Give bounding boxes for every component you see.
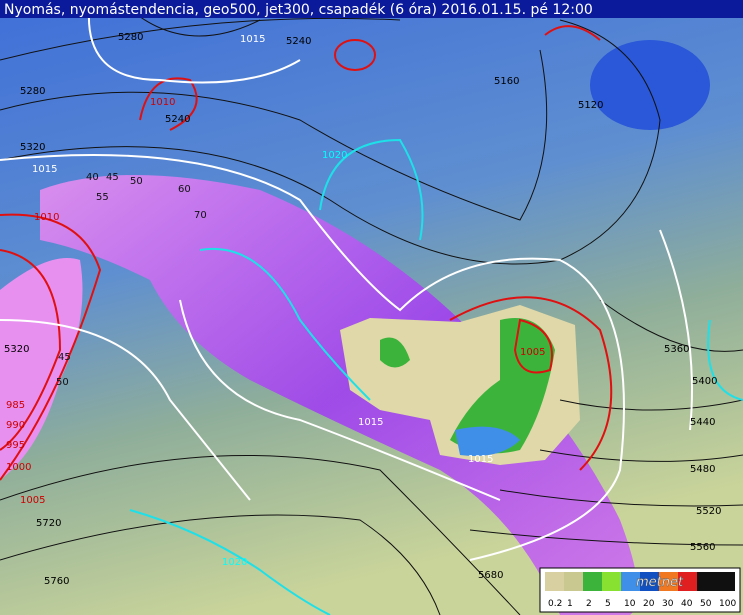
label: 5680 <box>478 570 503 581</box>
jet-stream <box>40 175 638 615</box>
label: 1015 <box>32 164 57 175</box>
label: 5120 <box>578 100 603 111</box>
legend-label: 30 <box>662 599 674 609</box>
label: 5160 <box>494 76 519 87</box>
label: 5320 <box>20 142 45 153</box>
label: 1015 <box>358 417 383 428</box>
legend-label: 40 <box>681 599 693 609</box>
label: 5280 <box>118 32 143 43</box>
label: 55 <box>96 192 109 203</box>
label: 1010 <box>150 97 175 108</box>
isobars <box>0 25 613 481</box>
precip-heavy <box>450 318 555 454</box>
title: Nyomás, nyomástendencia, geo500, jet300,… <box>4 2 593 18</box>
label: 50 <box>130 176 143 187</box>
label: 1020 <box>322 150 347 161</box>
label: 990 <box>6 420 25 431</box>
legend-label: 0.2 <box>548 599 562 609</box>
jet-left <box>0 258 83 480</box>
label: 1005 <box>520 347 545 358</box>
label: 1015 <box>240 34 265 45</box>
title-bar <box>0 0 743 18</box>
label: 1010 <box>34 212 59 223</box>
label: 5560 <box>690 542 715 553</box>
label: 5360 <box>664 344 689 355</box>
label: 5280 <box>20 86 45 97</box>
legend: metnet 0.2 1 2 5 10 20 30 40 50 100 <box>539 567 741 613</box>
label: 45 <box>58 352 71 363</box>
label: 5240 <box>286 36 311 47</box>
legend-label: 20 <box>643 599 655 609</box>
label: 5320 <box>4 344 29 355</box>
low-area <box>590 40 710 130</box>
contour-labels: 1015 1010 1015 1010 1020 1005 1015 1015 … <box>4 32 721 587</box>
logo: metnet <box>636 575 684 590</box>
label: 1015 <box>468 454 493 465</box>
legend-label: 10 <box>624 599 636 609</box>
label: 1005 <box>20 495 45 506</box>
label: 5760 <box>44 576 69 587</box>
label: 5720 <box>36 518 61 529</box>
label: 5400 <box>692 376 717 387</box>
legend-labels: 0.2 1 2 5 10 20 30 40 50 100 <box>548 599 736 609</box>
legend-swatches <box>545 572 735 591</box>
precip-strong <box>455 426 520 456</box>
cyan-isobars <box>129 138 743 615</box>
label: 40 <box>86 172 99 183</box>
precip-patch <box>380 337 410 368</box>
legend-label: 1 <box>567 599 573 609</box>
white-isobars <box>0 0 692 560</box>
label: 70 <box>194 210 207 221</box>
label: 1020 <box>222 557 247 568</box>
label: 60 <box>178 184 191 195</box>
label: 5440 <box>690 417 715 428</box>
legend-label: 50 <box>700 599 712 609</box>
legend-label: 100 <box>719 599 736 609</box>
label: 50 <box>56 377 69 388</box>
label: 5480 <box>690 464 715 475</box>
label: 45 <box>106 172 119 183</box>
legend-label: 5 <box>605 599 611 609</box>
label: 995 <box>6 440 25 451</box>
legend-label: 2 <box>586 599 592 609</box>
label: 1000 <box>6 462 31 473</box>
label: 985 <box>6 400 25 411</box>
label: 5520 <box>696 506 721 517</box>
label: 5240 <box>165 114 190 125</box>
